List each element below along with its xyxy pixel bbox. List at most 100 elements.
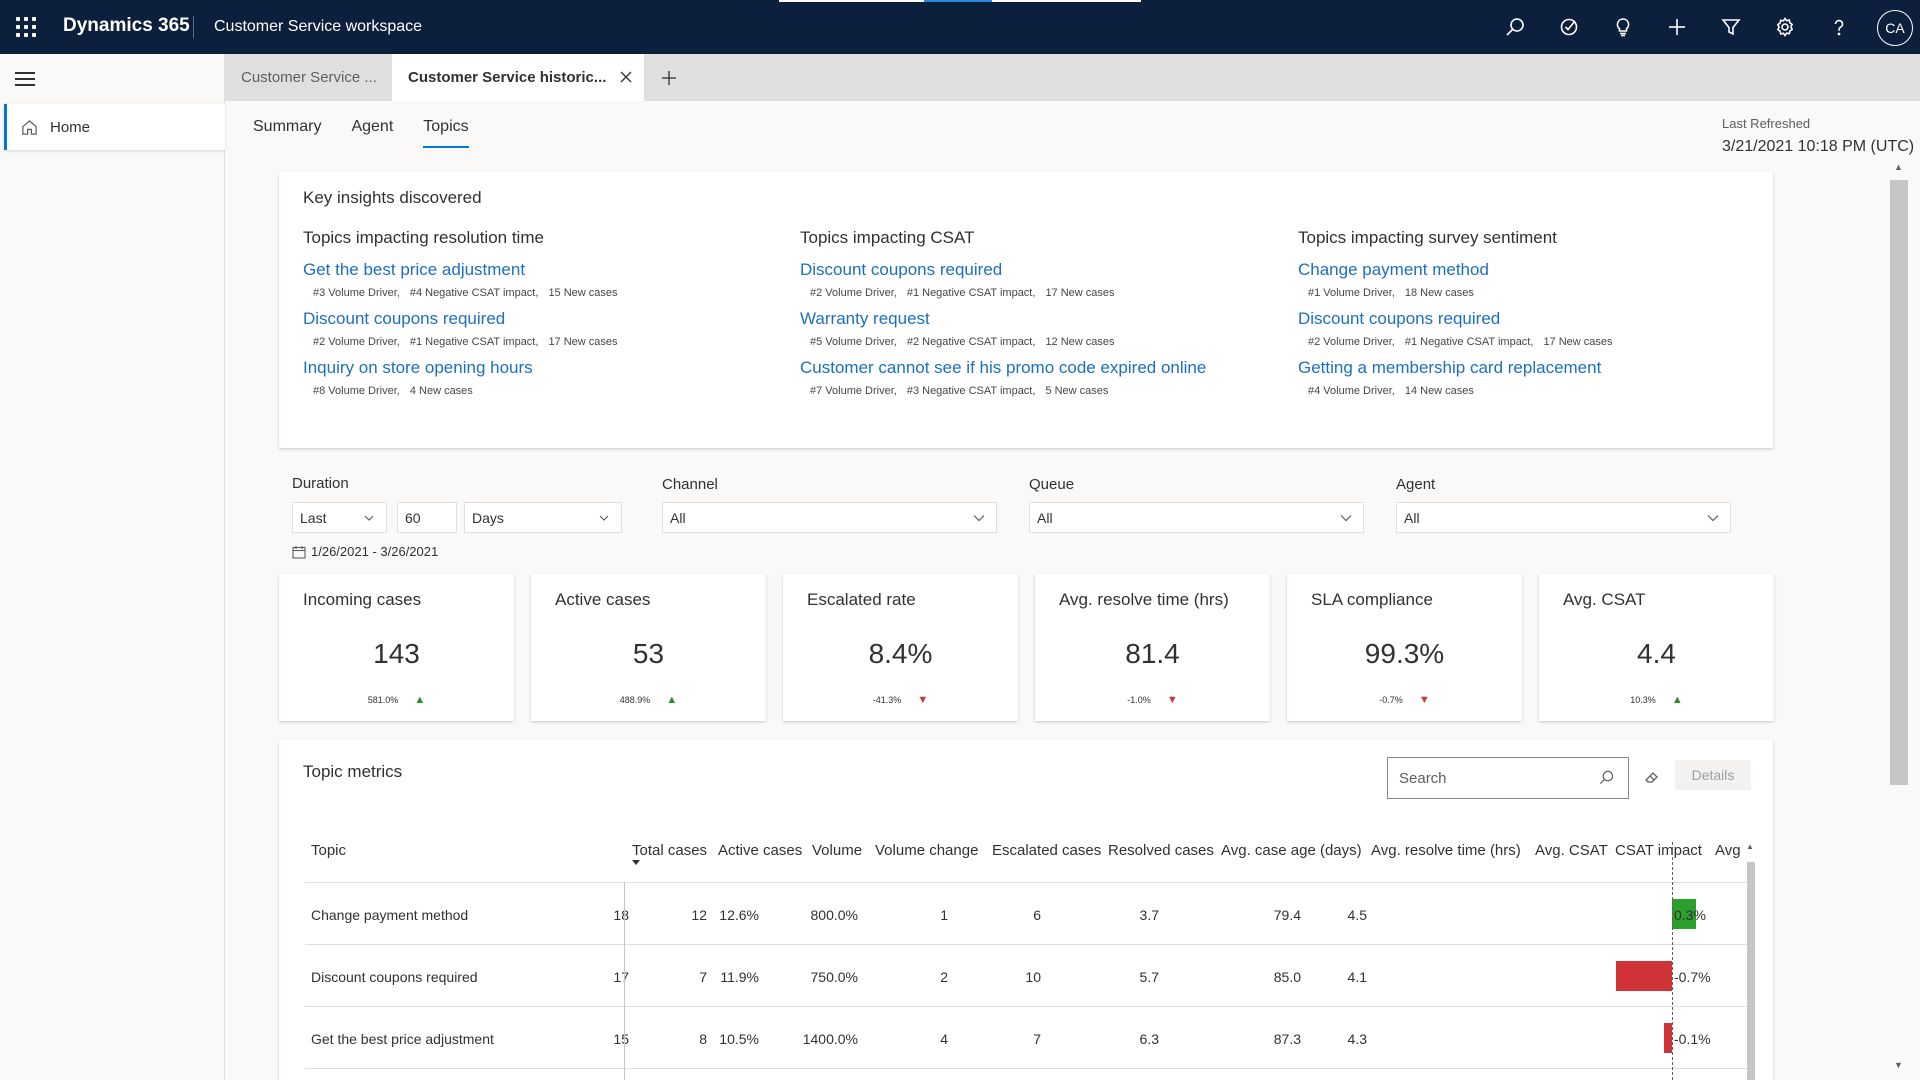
insight-tag: #2 Negative CSAT impact, [906,336,1036,348]
task-icon[interactable] [1556,14,1582,40]
table-row[interactable]: Change payment method 18 12 12.6% 800.0% 1 6 3.… [305,883,1749,945]
kpi-card-sla-compliance: SLA compliance 99.3% -0.7% ▼ [1287,574,1522,721]
cell-topic[interactable]: Discount coupons required [311,969,478,985]
lightbulb-icon[interactable] [1610,14,1636,40]
insight-topic-link[interactable]: Inquiry on store opening hours [303,358,533,377]
column-header-volume-change[interactable]: Volume change [875,842,979,859]
sort-descending-icon [632,860,640,865]
column-header-avg-csat[interactable]: Avg. CSAT [1535,842,1608,859]
insight-tag: #1 Negative CSAT impact, [409,336,539,348]
tab-agent[interactable]: Agent [351,118,394,135]
agent-dropdown[interactable]: All [1396,502,1731,533]
cell-avg-case-age: 3.7 [1139,907,1159,923]
insight-topic-link[interactable]: Discount coupons required [303,309,506,328]
insight-tag: #2 Volume Driver, [810,287,897,299]
insights-column-heading: Topics impacting CSAT [800,228,975,247]
session-tab-historical[interactable]: Customer Service historic... [392,54,644,101]
add-icon[interactable] [1664,14,1690,40]
insight-topic-link[interactable]: Warranty request [800,309,930,328]
insight-topic-link[interactable]: Discount coupons required [800,260,1003,279]
nav-item-home[interactable]: Home [4,104,225,150]
insight-tags: #7 Volume Driver, #3 Negative CSAT impact… [800,385,1270,397]
eraser-icon[interactable] [1643,768,1661,786]
scrollbar-thumb[interactable] [1747,862,1755,1080]
add-tab-icon[interactable] [655,64,683,92]
insight-topic-link[interactable]: Getting a membership card replacement [1298,358,1602,377]
insight-tag: #3 Negative CSAT impact, [906,385,1036,397]
kpi-card-avg-resolve-time: Avg. resolve time (hrs) 81.4 -1.0% ▼ [1035,574,1270,721]
search-icon[interactable] [1599,770,1614,785]
kpi-title: Active cases [555,590,651,609]
search-icon[interactable] [1502,14,1528,40]
column-header-avg-truncated[interactable]: Avg [1715,842,1741,859]
insights-column-heading: Topics impacting resolution time [303,228,544,247]
column-header-resolved-cases[interactable]: Resolved cases [1108,842,1214,859]
column-header-volume[interactable]: Volume [812,842,863,859]
page-tabs: Summary Agent Topics [253,118,469,148]
tab-topics[interactable]: Topics [423,118,469,148]
column-header-csat-impact[interactable]: CSAT impact [1615,842,1702,859]
session-tab-customer-service[interactable]: Customer Service ... [225,54,392,101]
help-icon[interactable] [1826,14,1852,40]
insight-tag: #8 Volume Driver, [313,385,400,397]
insights-column-sentiment: Topics impacting survey sentiment Change… [1298,228,1768,407]
insight-item: Get the best price adjustment #3 Volume … [303,260,773,299]
search-input[interactable]: Search [1387,757,1629,799]
tab-summary[interactable]: Summary [253,118,322,135]
user-avatar[interactable]: CA [1877,10,1913,46]
cell-topic[interactable]: Change payment method [311,907,469,923]
duration-mode-value: Last [300,509,327,526]
duration-unit-value: Days [472,509,504,526]
table-scrollbar[interactable]: ▲ [1745,842,1757,1080]
insight-topic-link[interactable]: Customer cannot see if his promo code ex… [800,358,1207,377]
duration-mode-dropdown[interactable]: Last [292,502,387,533]
kpi-value: 99.3% [1364,638,1445,669]
scroll-up-icon[interactable]: ▲ [1894,162,1903,172]
insight-tag: #1 Negative CSAT impact, [1404,336,1534,348]
close-icon[interactable] [616,67,636,87]
kpi-delta-text: -0.7% [1379,695,1403,705]
column-header-total-cases[interactable]: Total cases [632,842,708,859]
app-name: Customer Service workspace [214,18,423,35]
scroll-up-icon[interactable]: ▲ [1746,842,1754,851]
duration-unit-dropdown[interactable]: Days [464,502,622,533]
cell-active-cases: 8 [699,1031,707,1047]
table-header: Topic Total cases Active cases Volume Vo… [279,842,1749,882]
insight-item: Inquiry on store opening hours #8 Volume… [303,358,773,397]
filter-icon[interactable] [1718,14,1744,40]
kpi-delta-text: 488.9% [619,695,651,705]
queue-dropdown[interactable]: All [1029,502,1364,533]
session-tab-label: Customer Service ... [241,69,377,86]
insight-topic-link[interactable]: Change payment method [1298,260,1489,279]
cell-avg-resolve-time: 79.4 [1273,907,1301,923]
column-header-avg-case-age[interactable]: Avg. case age (days) [1221,842,1362,859]
duration-value-input[interactable]: 60 [397,502,457,533]
insight-topic-link[interactable]: Get the best price adjustment [303,260,526,279]
insight-topic-link[interactable]: Discount coupons required [1298,309,1501,328]
table-row[interactable]: Get the best price adjustment 15 8 10.5% 140… [305,1007,1749,1069]
topic-metrics-card: Topic metrics Search Details Topic Total… [279,740,1773,1080]
column-header-escalated-cases[interactable]: Escalated cases [992,842,1102,859]
kpi-delta: 581.0% ▲ [279,694,514,706]
column-header-active-cases[interactable]: Active cases [718,842,803,859]
column-header-topic[interactable]: Topic [311,842,347,859]
settings-icon[interactable] [1772,14,1798,40]
cell-topic[interactable]: Get the best price adjustment [311,1031,494,1047]
scroll-down-icon[interactable]: ▼ [1894,1060,1903,1070]
channel-dropdown[interactable]: All [662,502,997,533]
agent-label: Agent [1396,476,1436,493]
details-button[interactable]: Details [1675,760,1751,790]
table-row[interactable]: Discount coupons required 17 7 11.9% 750.0% 2… [305,945,1749,1007]
kpi-value: 8.4% [868,638,933,669]
scrollbar-thumb[interactable] [1890,180,1908,785]
column-header-avg-resolve-time[interactable]: Avg. resolve time (hrs) [1371,842,1521,859]
brand-title[interactable]: Dynamics 365 [63,15,190,36]
kpi-delta: -41.3% ▼ [783,694,1018,706]
cell-avg-resolve-time: 87.3 [1273,1031,1301,1047]
hamburger-menu-icon[interactable] [15,72,35,86]
insight-tags: #3 Volume Driver, #4 Negative CSAT impact… [303,287,773,299]
app-launcher-icon[interactable] [14,15,38,39]
insight-tags: #5 Volume Driver, #2 Negative CSAT impact… [800,336,1270,348]
key-insights-card: Key insights discovered Topics impacting… [279,172,1773,448]
page-scrollbar[interactable]: ▲ ▼ [1888,160,1910,1075]
